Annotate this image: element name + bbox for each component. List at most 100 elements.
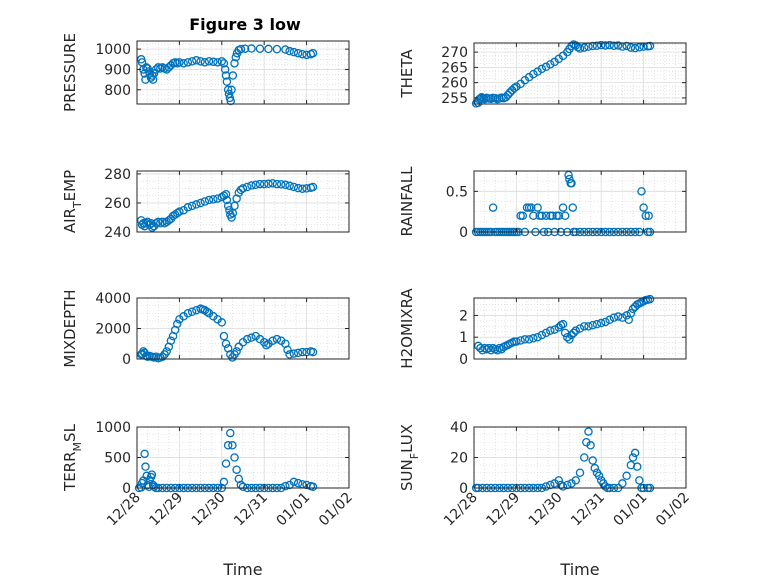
data-point xyxy=(563,480,572,490)
data-point xyxy=(584,427,593,436)
data-point xyxy=(264,44,273,54)
data-point xyxy=(569,328,578,338)
data-point xyxy=(493,346,502,355)
data-point xyxy=(560,211,570,220)
data-point xyxy=(234,342,244,352)
data-point xyxy=(554,211,564,220)
data-point xyxy=(622,471,631,481)
data-point xyxy=(209,57,218,66)
data-point xyxy=(476,94,485,103)
data-point xyxy=(187,57,197,66)
data-point xyxy=(255,179,265,189)
data-point xyxy=(289,182,299,192)
data-point xyxy=(293,183,303,193)
data-point xyxy=(516,336,525,345)
data-point xyxy=(541,328,551,338)
data-point xyxy=(637,187,646,196)
data-point xyxy=(645,41,655,51)
data-point xyxy=(293,48,303,58)
data-point xyxy=(298,184,307,193)
data-point xyxy=(575,44,585,53)
data-point xyxy=(546,480,555,490)
data-point xyxy=(505,88,515,97)
x-axis-label: Time xyxy=(559,560,599,579)
data-point xyxy=(230,59,239,68)
subplot-4: 0 0.5 RAINFALL xyxy=(398,166,687,241)
data-point xyxy=(227,213,236,222)
data-point xyxy=(196,198,205,208)
data-point xyxy=(281,45,290,54)
y-tick-label: 1000 xyxy=(95,42,131,58)
data-point xyxy=(247,333,256,342)
data-point xyxy=(202,307,212,316)
data-point xyxy=(618,479,627,488)
data-point xyxy=(223,201,233,211)
data-point xyxy=(162,347,171,356)
y-axis-label: AIRTEMP xyxy=(61,170,84,233)
data-point xyxy=(537,330,547,340)
data-point xyxy=(160,219,169,228)
data-point xyxy=(158,352,167,361)
data-point xyxy=(289,47,299,57)
y-tick-label: 0 xyxy=(122,481,131,497)
data-point xyxy=(298,49,307,59)
data-point xyxy=(529,69,538,79)
y-axis-label: TERRMSL xyxy=(61,423,84,492)
axes-box xyxy=(136,40,350,105)
data-point xyxy=(567,178,576,188)
y-axis-label-part: EMP xyxy=(61,170,79,201)
data-point xyxy=(512,337,521,346)
y-axis-label: H2OMIXRA xyxy=(398,288,416,369)
data-point xyxy=(558,482,568,491)
data-point xyxy=(236,44,246,54)
data-point xyxy=(166,336,176,345)
y-axis-label-part: TERR xyxy=(61,451,79,492)
data-point xyxy=(179,205,188,215)
y-axis-label-part: AIR xyxy=(61,208,79,233)
axes-box xyxy=(473,170,687,233)
data-point xyxy=(242,182,252,192)
data-point xyxy=(228,441,237,450)
data-point xyxy=(592,319,602,329)
y-tick-label: 0 xyxy=(459,352,468,368)
data-point xyxy=(575,468,585,477)
data-point xyxy=(230,453,239,462)
y-axis-label-part: SL xyxy=(61,423,79,442)
data-point xyxy=(232,194,241,203)
data-point xyxy=(563,332,572,342)
y-tick-label: 240 xyxy=(104,225,131,241)
data-point xyxy=(151,352,161,361)
data-point xyxy=(518,211,528,220)
data-point xyxy=(609,313,619,322)
data-point xyxy=(558,319,568,329)
data-point xyxy=(628,304,638,314)
data-point xyxy=(541,482,551,491)
data-point xyxy=(289,349,299,358)
y-tick-label: 500 xyxy=(104,451,131,467)
data-point xyxy=(200,58,210,67)
data-point xyxy=(308,182,318,192)
subplot-1: 800 900 1000 PRESSURE xyxy=(61,33,350,112)
data-point xyxy=(173,319,182,329)
data-point xyxy=(601,482,610,491)
data-point xyxy=(488,203,498,212)
data-point xyxy=(289,477,299,487)
subplot-6: 0 1 2 H2OMIXRA xyxy=(398,288,687,369)
data-point xyxy=(223,441,233,450)
data-point xyxy=(268,179,277,188)
data-point xyxy=(281,481,290,491)
subplot-3: 240 260 280 AIRTEMP xyxy=(61,167,350,241)
data-point xyxy=(298,347,307,357)
data-point xyxy=(281,180,290,190)
y-tick-label: 900 xyxy=(104,62,131,78)
data-point xyxy=(596,40,606,50)
data-point xyxy=(141,462,150,471)
data-point xyxy=(285,350,294,359)
data-point xyxy=(533,203,542,212)
data-point xyxy=(149,69,159,78)
data-point xyxy=(622,311,631,320)
data-point xyxy=(240,44,250,53)
data-point xyxy=(601,317,610,327)
axes-box xyxy=(473,297,687,360)
